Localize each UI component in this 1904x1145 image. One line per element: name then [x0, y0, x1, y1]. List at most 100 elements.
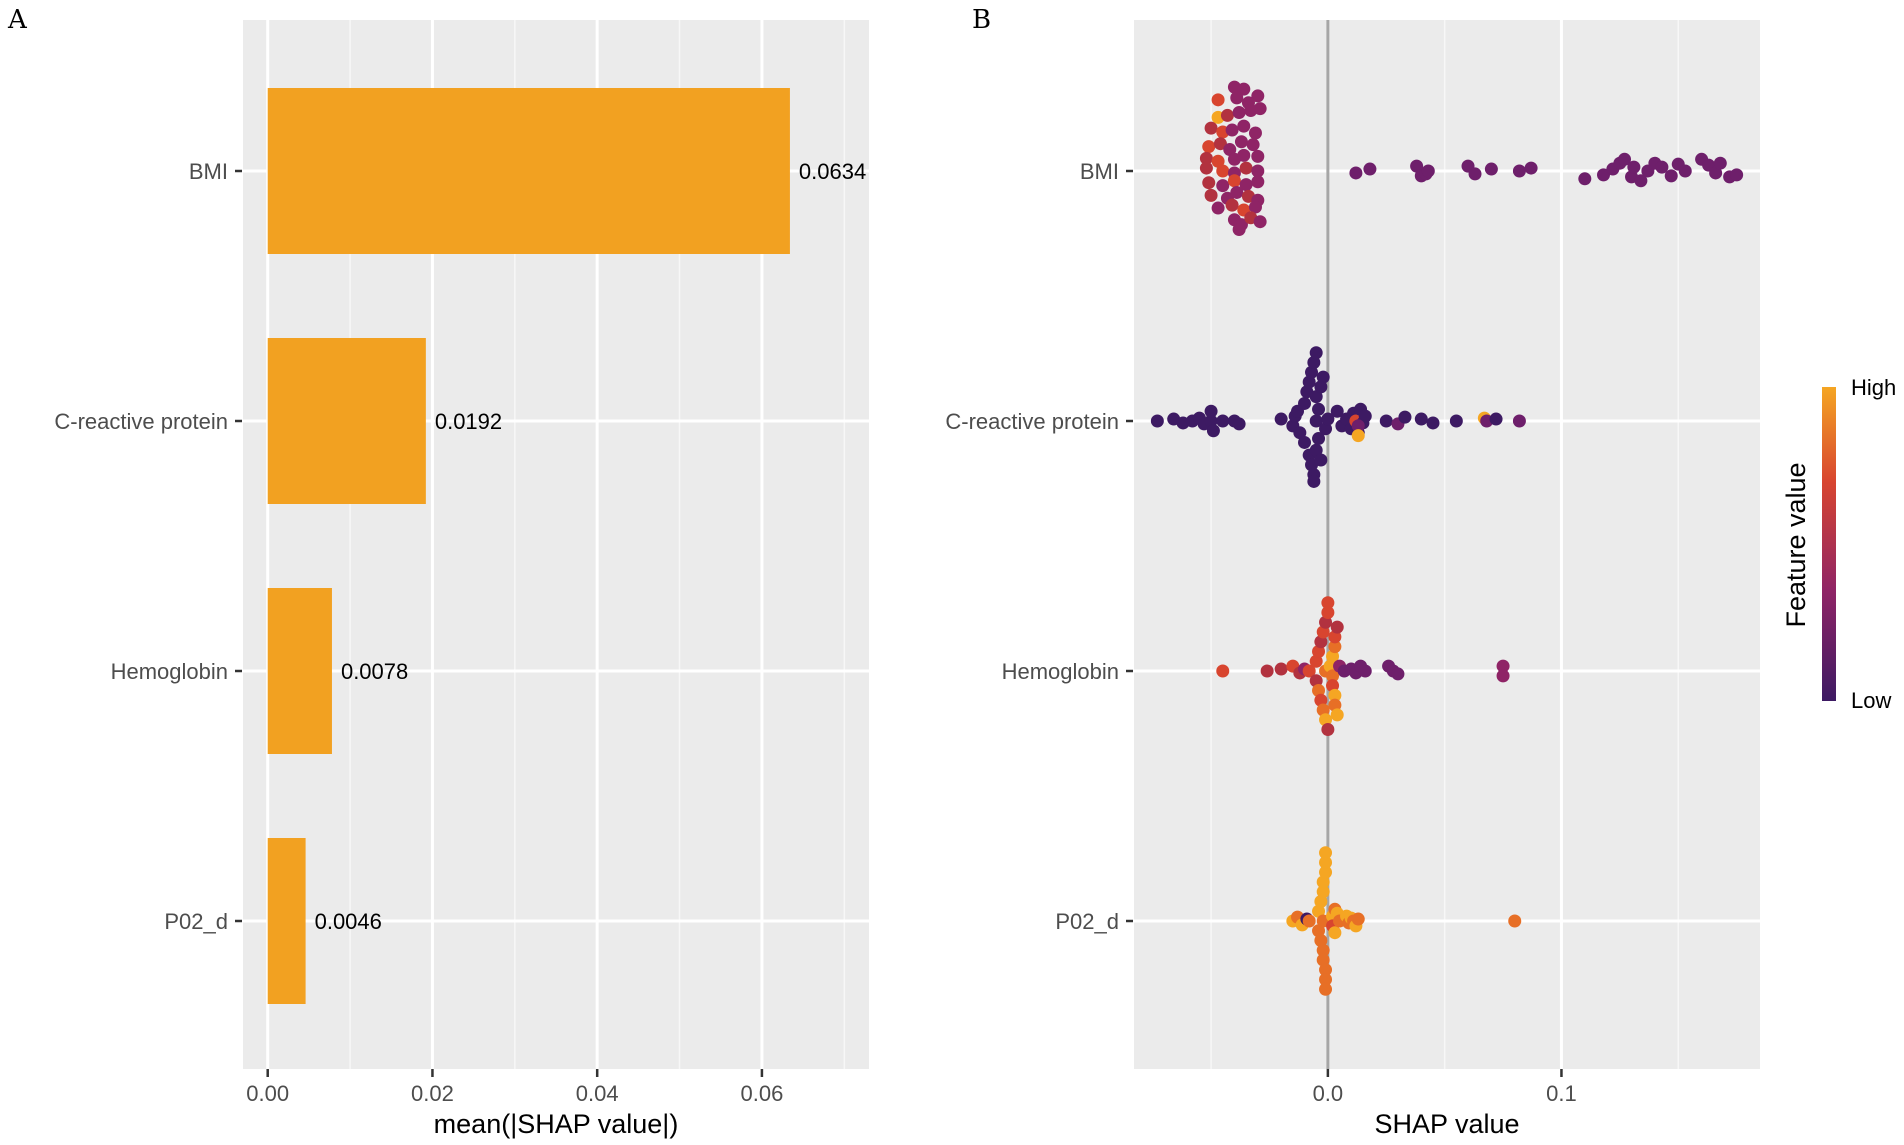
shap-point [1251, 89, 1265, 103]
shap-point [1312, 684, 1326, 697]
shap-point [1321, 412, 1335, 426]
shap-point [1312, 904, 1326, 918]
shap-point [1248, 126, 1262, 140]
shap-point [1309, 674, 1323, 688]
shap-point [1512, 414, 1526, 428]
x-tick-label: 0.1 [1546, 1081, 1577, 1106]
y-category-label: C-reactive protein [945, 409, 1119, 434]
shap-point [1260, 664, 1274, 678]
shap-point [1618, 152, 1632, 166]
panel-a-bars [267, 88, 790, 1004]
shap-point [1410, 159, 1424, 173]
shap-point [1330, 708, 1344, 722]
shap-point [1363, 162, 1377, 176]
shap-point [1655, 160, 1669, 174]
shap-point [1293, 426, 1307, 440]
panel-b-x-axis-title: SHAP value [1374, 1109, 1519, 1139]
shap-point [1358, 409, 1372, 423]
shap-point [1449, 414, 1463, 428]
shap-point [1328, 688, 1342, 702]
shap-point [1309, 390, 1323, 404]
bar-value-label: 0.0634 [799, 159, 866, 184]
shap-point [1248, 200, 1262, 214]
panel-b-beeswarm: BMI C-reactive protein Hemoglobin P02_d 0.0… [945, 20, 1760, 1139]
shap-point [1150, 414, 1164, 428]
shap-point [1239, 161, 1253, 175]
shap-point [1314, 934, 1328, 947]
shap-point [1319, 713, 1333, 727]
shap-point [1227, 174, 1241, 188]
x-tick-label: 0.04 [576, 1081, 619, 1106]
panel-a-letter: A [7, 5, 28, 35]
shap-point [1379, 414, 1393, 428]
shap-point [1216, 664, 1230, 678]
shap-point [1316, 703, 1330, 717]
shap-point [1204, 414, 1218, 428]
shap-point [1421, 164, 1435, 178]
shap-point [1713, 156, 1727, 170]
bar-value-label: 0.0078 [341, 659, 408, 684]
shap-point [1202, 140, 1216, 154]
shap-point [1468, 167, 1482, 181]
shap-point [1251, 149, 1265, 163]
shap-point [1426, 416, 1440, 430]
panel-b-points [1150, 80, 1744, 996]
shap-point [1678, 164, 1692, 178]
shap-point [1211, 154, 1225, 168]
bar-p02-d [267, 838, 306, 1004]
legend-colorbar [1822, 387, 1836, 701]
shap-point [1709, 166, 1723, 180]
shap-point [1298, 435, 1312, 449]
shap-point [1314, 453, 1328, 467]
shap-point [1316, 885, 1330, 899]
shap-point [1319, 973, 1333, 986]
shap-point [1298, 396, 1312, 410]
shap-point [1391, 667, 1405, 681]
shap-point [1274, 412, 1288, 426]
shap-point [1349, 166, 1363, 180]
y-category-label: P02_d [164, 909, 228, 934]
y-category-label: BMI [1080, 159, 1119, 184]
shap-point [1664, 169, 1678, 183]
shap-point [1328, 926, 1342, 940]
bar-value-label: 0.0192 [435, 409, 502, 434]
legend-low-label: Low [1851, 688, 1891, 713]
shap-point [1330, 620, 1344, 634]
shap-point [1316, 370, 1330, 384]
shap-point [1319, 865, 1333, 879]
shap-point [1302, 914, 1316, 928]
shap-point [1316, 875, 1330, 889]
panel-a-value-labels: 0.0634 0.0192 0.0078 0.0046 [315, 159, 867, 934]
shap-point [1328, 630, 1342, 644]
shap-point [1319, 422, 1333, 436]
shap-point [1232, 106, 1246, 119]
x-tick-label: 0.06 [741, 1081, 784, 1106]
shap-point [1204, 188, 1218, 202]
shap-point [1314, 380, 1328, 394]
panel-b-letter: B [972, 5, 991, 35]
shap-point [1239, 178, 1253, 192]
shap-point [1627, 160, 1641, 174]
shap-point [1319, 982, 1333, 996]
color-legend: High Low Feature value [1781, 375, 1896, 713]
shap-point [1316, 943, 1330, 957]
shap-point [1225, 198, 1239, 212]
shap-point [1489, 412, 1503, 426]
shap-point [1211, 201, 1225, 215]
shap-point [1223, 143, 1237, 157]
shap-point [1351, 429, 1365, 443]
shap-point [1225, 123, 1239, 137]
shap-point [1199, 161, 1213, 175]
shap-point [1578, 172, 1592, 186]
shap-point [1312, 402, 1326, 416]
shap-point [1309, 414, 1323, 428]
panel-a-x-axis-title: mean(|SHAP value|) [434, 1109, 679, 1139]
shap-point [1321, 723, 1335, 736]
shap-point [1330, 404, 1344, 418]
shap-point [1319, 846, 1333, 860]
y-category-label: Hemoglobin [111, 659, 228, 684]
shap-point [1237, 148, 1251, 162]
y-category-label: P02_d [1055, 909, 1119, 934]
shap-point [1484, 162, 1498, 176]
bar-hemoglobin [267, 588, 332, 754]
